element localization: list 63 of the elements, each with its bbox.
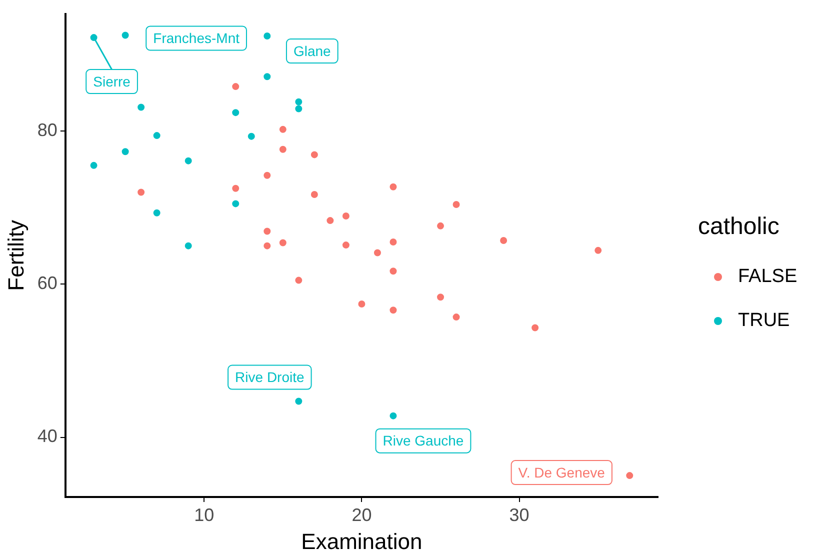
annotation: Sierre (93, 73, 131, 90)
point (358, 300, 366, 308)
point (374, 249, 381, 256)
x-tick-label: 30 (509, 504, 530, 525)
point (248, 132, 255, 140)
point (390, 412, 397, 420)
legend-label: TRUE (738, 310, 790, 332)
point (184, 157, 192, 164)
point (452, 314, 460, 321)
point (279, 146, 286, 153)
annotation: Glane (293, 42, 332, 59)
point (153, 209, 160, 216)
point (153, 132, 160, 140)
point (279, 239, 286, 246)
point (295, 98, 302, 106)
legend-label: FALSE (738, 266, 798, 288)
point (184, 242, 192, 250)
point (295, 276, 302, 284)
y-tick-label: 60 (37, 273, 58, 294)
y-tick-label: 40 (37, 426, 58, 446)
point (232, 83, 240, 90)
point (138, 188, 145, 196)
point (390, 306, 397, 314)
point (310, 151, 318, 158)
point (326, 217, 334, 224)
annotation: V. De Geneve (518, 464, 606, 480)
point (264, 228, 271, 235)
point (594, 246, 602, 254)
point (122, 148, 129, 156)
point (390, 238, 397, 246)
point (279, 126, 286, 133)
point (342, 242, 350, 249)
point (122, 32, 129, 39)
point (232, 200, 240, 208)
annotation: Franches-Mnt (153, 30, 240, 46)
x-tick-label: 10 (194, 504, 214, 525)
legend-title: catholic (698, 213, 780, 241)
y-axis-title: Fertility (3, 220, 28, 291)
point (90, 162, 98, 169)
point (264, 32, 271, 40)
point (232, 184, 240, 192)
point (264, 73, 271, 80)
point (532, 324, 539, 332)
point (295, 398, 302, 405)
point (264, 172, 271, 179)
point (437, 294, 444, 301)
point (626, 472, 634, 480)
point (310, 191, 318, 198)
y-tick-label: 80 (37, 120, 58, 140)
point (342, 212, 350, 220)
x-tick-label: 20 (352, 504, 372, 525)
point (295, 105, 302, 112)
point (437, 222, 444, 230)
point (500, 236, 508, 244)
point (138, 104, 145, 111)
annotation: Rive Droite (235, 369, 304, 386)
point (390, 268, 397, 275)
x-axis-title: Examination (301, 528, 422, 554)
point (390, 183, 397, 190)
point (452, 200, 460, 208)
point (264, 242, 271, 250)
point (232, 109, 240, 116)
annotation: Rive Gauche (382, 432, 464, 449)
